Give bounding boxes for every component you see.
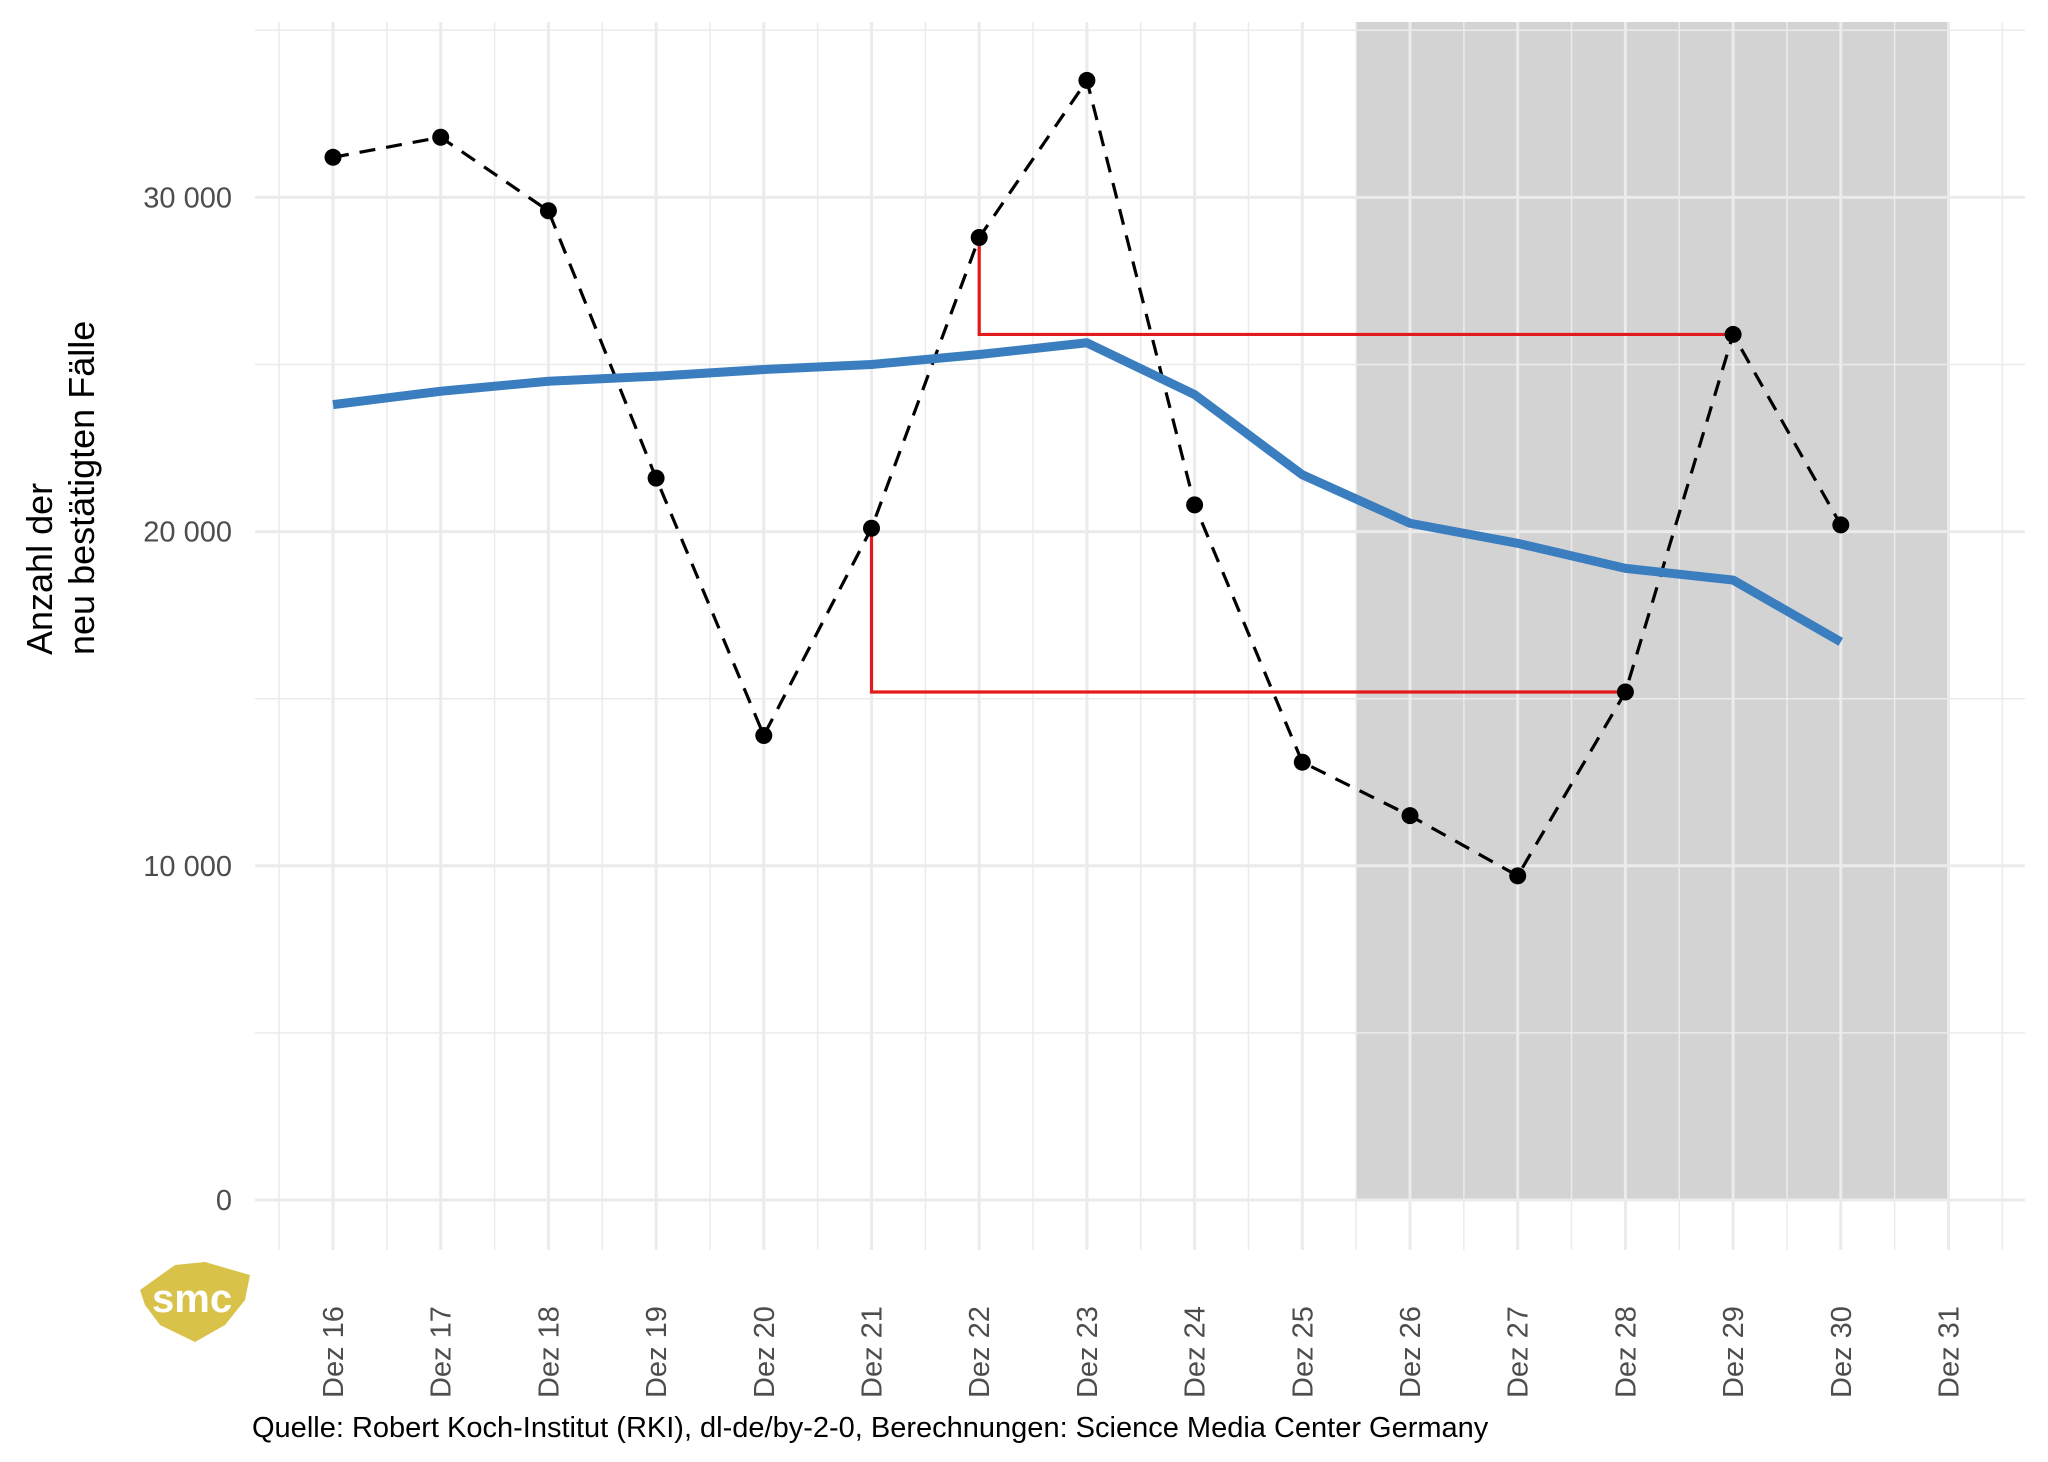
x-tick-label: Dez 30	[1826, 1306, 1858, 1398]
y-tick-label: 0	[216, 1185, 232, 1217]
y-axis-label-line-1: Anzahl der	[19, 483, 60, 655]
x-tick-label: Dez 26	[1395, 1306, 1427, 1398]
daily-case-point	[755, 726, 773, 744]
daily-case-point	[647, 469, 665, 487]
daily-case-point	[1509, 867, 1527, 885]
shaded-region-rect	[1356, 22, 1949, 1200]
smc-logo-text: smc	[152, 1277, 232, 1321]
y-axis-label-line-2: neu bestätigten Fälle	[61, 321, 102, 655]
comparison-line	[977, 237, 1734, 337]
weekend-shaded-region	[1356, 22, 1949, 1200]
daily-case-points	[324, 71, 1850, 885]
daily-case-point	[539, 202, 557, 220]
daily-case-point	[863, 519, 880, 537]
x-tick-label: Dez 21	[857, 1306, 889, 1398]
chart-caption: Quelle: Robert Koch-Institut (RKI), dl-d…	[252, 1412, 1489, 1444]
daily-case-point	[1293, 753, 1311, 771]
y-tick-label: 10 000	[143, 851, 232, 883]
daily-case-point	[1616, 683, 1634, 701]
x-tick-label: Dez 22	[964, 1306, 996, 1398]
x-tick-label: Dez 25	[1287, 1306, 1319, 1398]
x-tick-label: Dez 27	[1503, 1306, 1535, 1398]
x-tick-label: Dez 16	[318, 1306, 350, 1398]
seven-day-average-line	[332, 338, 1844, 646]
y-axis-label: Anzahl der	[19, 483, 60, 655]
x-tick-label: Dez 28	[1610, 1306, 1642, 1398]
x-tick-label: Dez 29	[1718, 1306, 1750, 1398]
x-tick-label: Dez 23	[1072, 1306, 1104, 1398]
daily-case-point	[1186, 496, 1204, 514]
daily-case-point	[1724, 325, 1742, 343]
x-tick-label: Dez 18	[533, 1306, 565, 1398]
y-axis-label-2: neu bestätigten Fälle	[61, 321, 102, 655]
x-axis-ticks: Dez 16 Dez 17 Dez 18 Dez 19 Dez 20 Dez 21 Dez …	[318, 1306, 1966, 1398]
daily-case-point	[970, 229, 988, 247]
daily-case-point	[432, 128, 450, 146]
daily-case-point	[1832, 516, 1850, 534]
grid-lines	[255, 22, 2025, 1250]
smc-logo-shape	[140, 1262, 250, 1342]
daily-case-point	[1078, 71, 1096, 89]
comparison-line	[869, 528, 1626, 694]
red-comparison-lines	[869, 237, 1734, 694]
daily-case-point	[324, 148, 342, 166]
x-tick-label: Dez 19	[641, 1306, 673, 1398]
y-tick-label: 20 000	[143, 517, 232, 549]
x-tick-label: Dez 24	[1180, 1306, 1212, 1398]
x-tick-label: Dez 20	[749, 1306, 781, 1398]
x-tick-label: Dez 17	[426, 1306, 458, 1398]
y-axis-ticks: 0 10 000 20 000 30 000	[143, 182, 232, 1217]
smc-logo: smc	[140, 1262, 250, 1342]
x-tick-label: Dez 31	[1934, 1306, 1966, 1398]
daily-case-point	[1401, 807, 1419, 825]
y-tick-label: 30 000	[143, 182, 232, 214]
